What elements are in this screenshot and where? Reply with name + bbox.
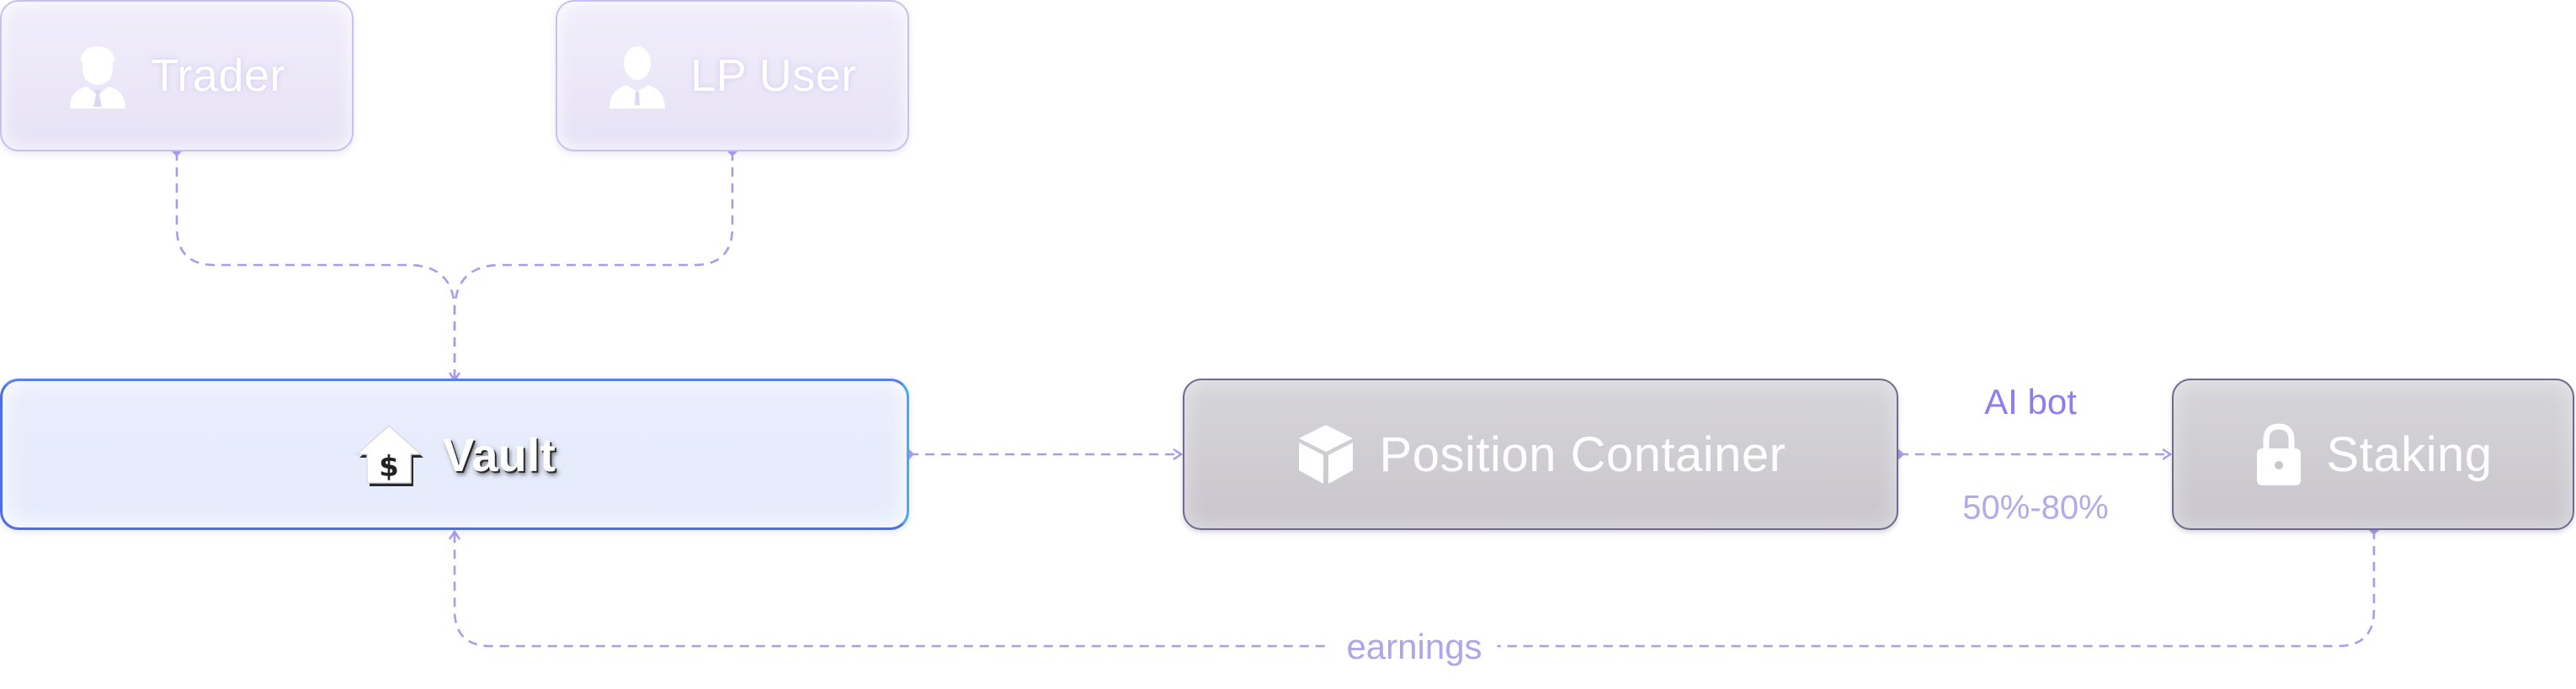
trader-label: Trader: [150, 50, 286, 101]
share-percentage-label: 50%-80%: [1962, 489, 2109, 527]
padlock-icon: [2254, 421, 2303, 487]
house-dollar-icon: $: [354, 419, 424, 490]
svg-text:$: $: [379, 450, 399, 484]
staking-label: Staking: [2326, 427, 2493, 482]
edge-trader-to-vault: [177, 151, 455, 380]
position-container-node[interactable]: Position Container: [1183, 379, 1898, 530]
position-container-label: Position Container: [1379, 427, 1786, 482]
lp-user-person-icon: [608, 43, 667, 109]
lp-user-node[interactable]: LP User: [556, 0, 909, 151]
vault-label: Vault: [443, 427, 556, 481]
edge-lp-user-to-vault: [453, 146, 737, 380]
trader-person-icon: [68, 43, 127, 109]
vault-node[interactable]: $ Vault: [0, 379, 909, 530]
lp-user-label: LP User: [690, 50, 857, 101]
trader-node[interactable]: Trader: [0, 0, 354, 151]
cube-icon: [1296, 421, 1356, 487]
earnings-label: earnings: [1331, 627, 1498, 667]
ai-bot-label: AI bot: [1984, 382, 2077, 421]
staking-node[interactable]: Staking: [2172, 379, 2574, 530]
